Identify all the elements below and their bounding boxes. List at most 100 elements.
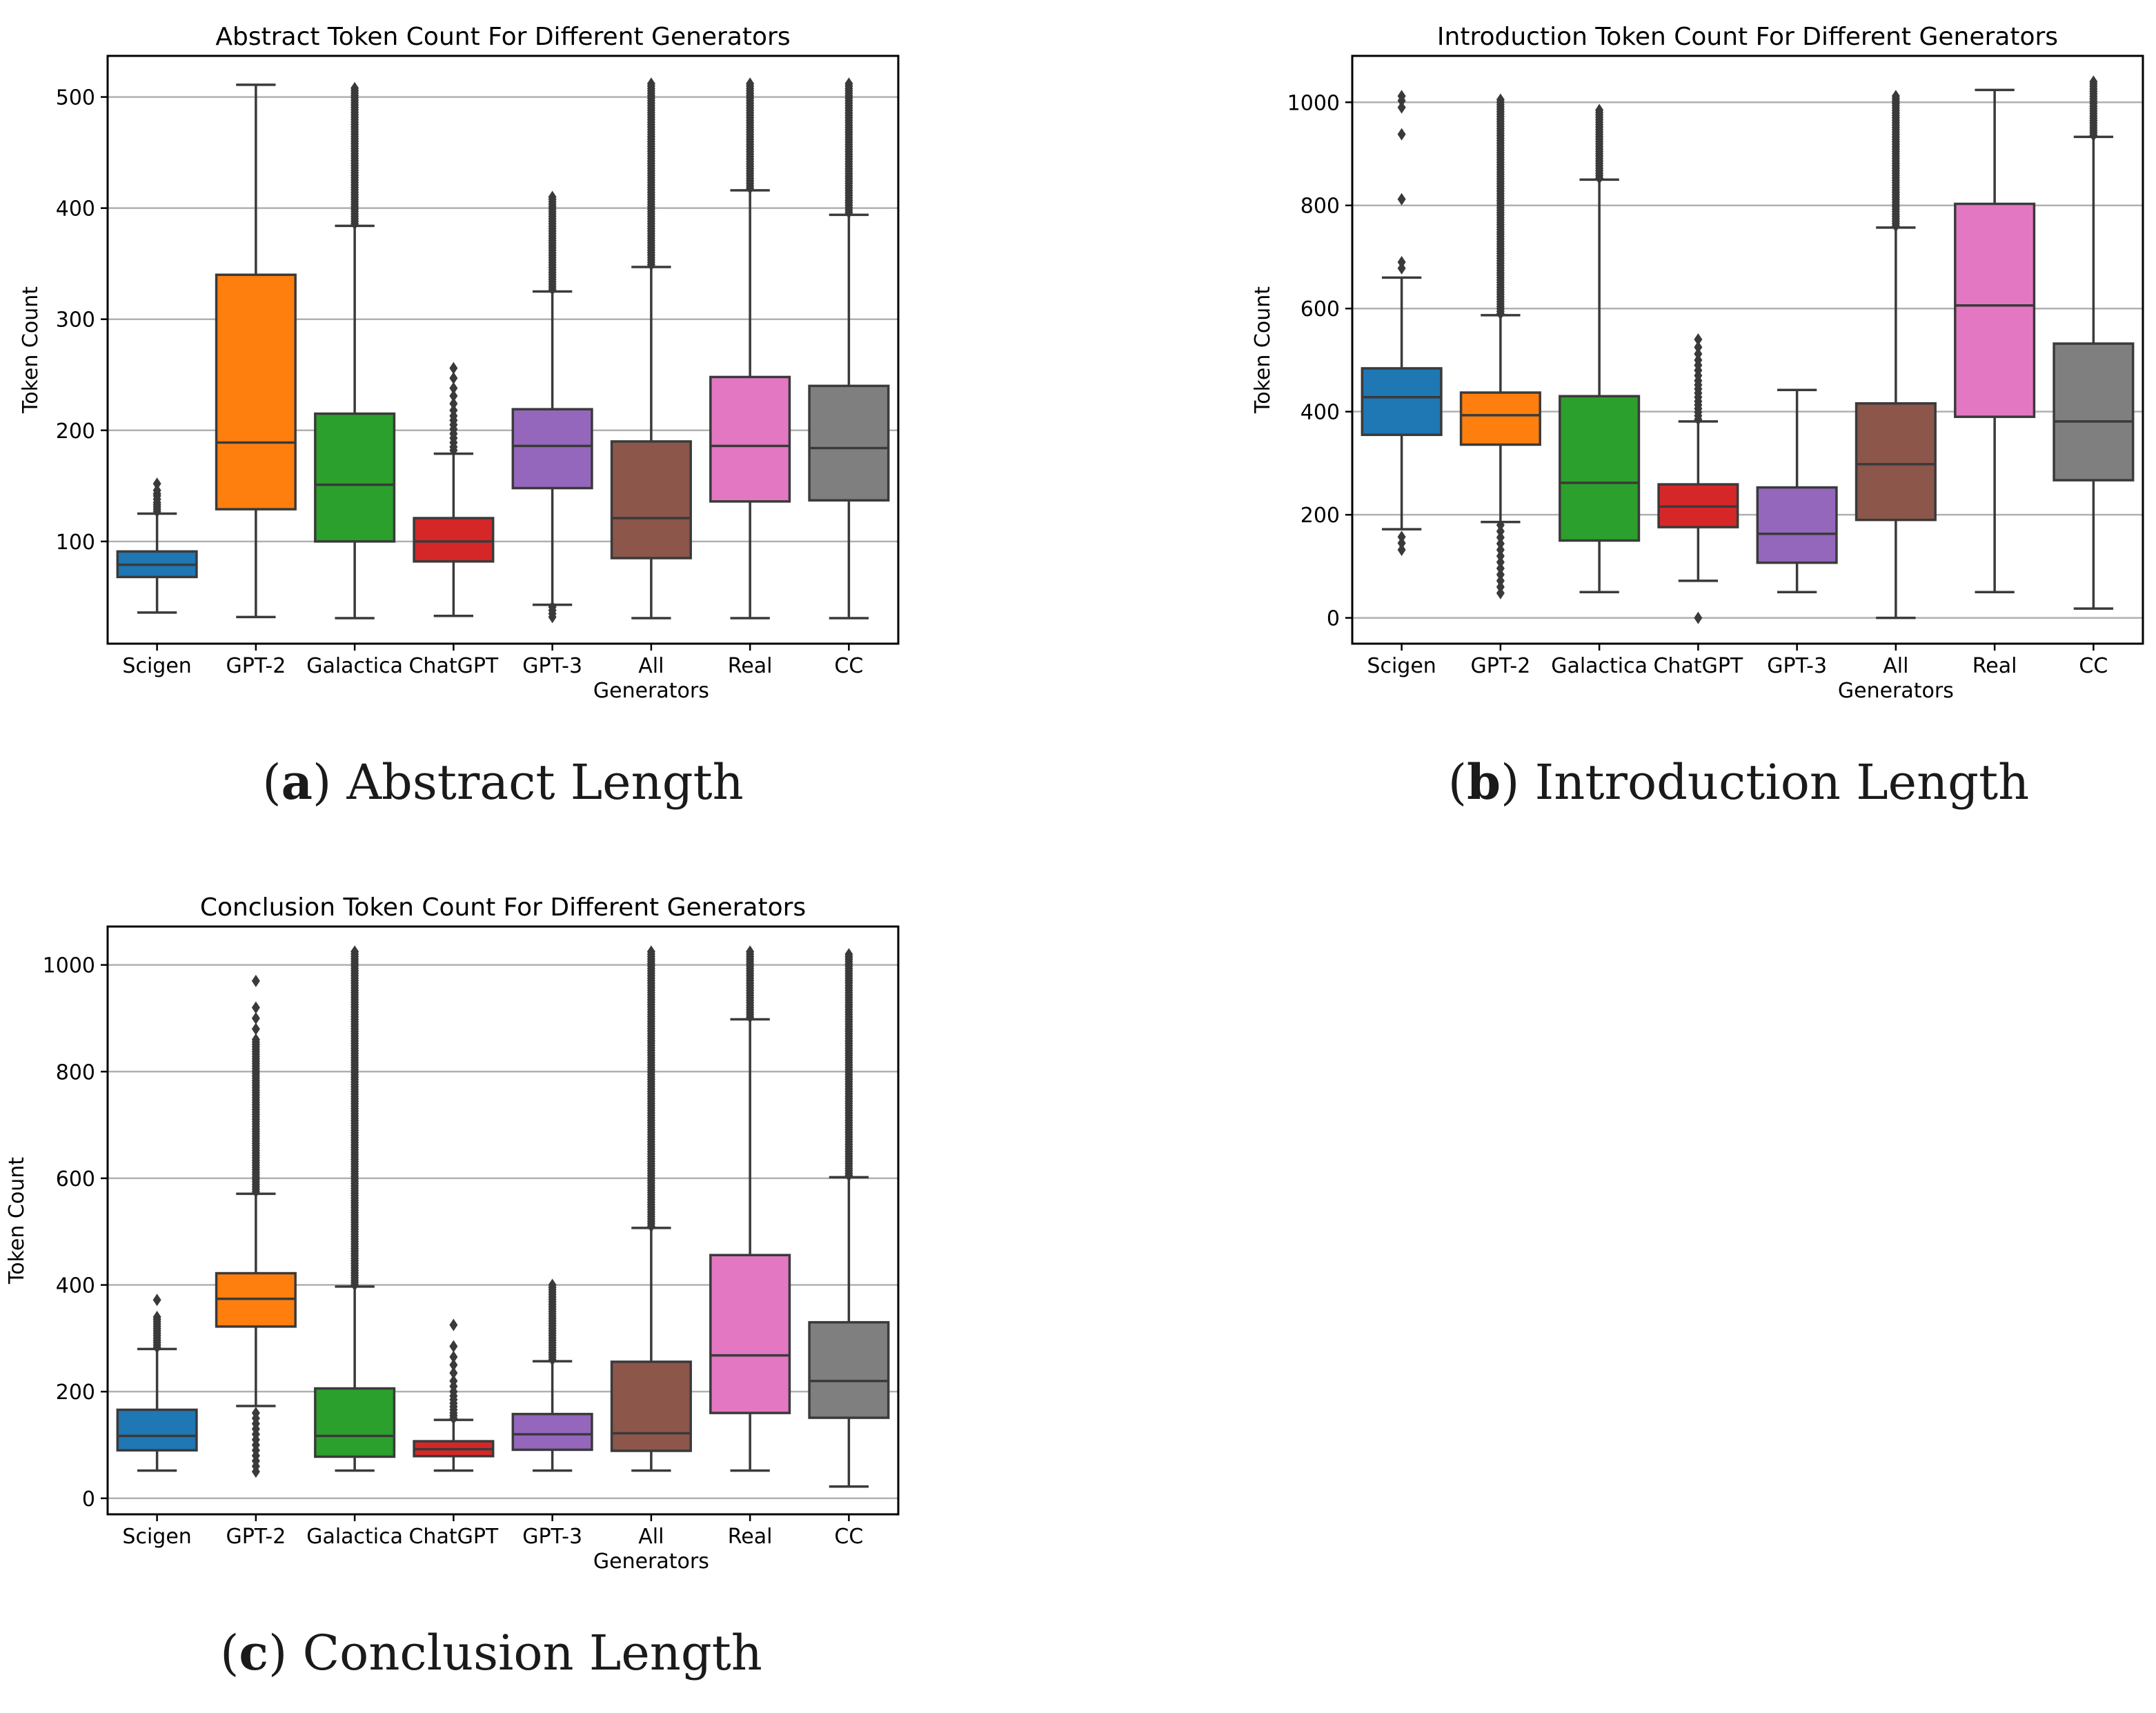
outlier-point <box>1397 531 1406 544</box>
figure-caption: (c) Conclusion Length <box>220 1624 762 1681</box>
y-tick-label: 0 <box>82 1487 95 1512</box>
outlier-point <box>1496 519 1505 532</box>
box-body <box>709 375 791 503</box>
outlier-point <box>152 1294 161 1307</box>
box-cc <box>808 77 890 620</box>
x-tick-label: ChatGPT <box>408 1525 498 1549</box>
box-cc <box>808 948 890 1488</box>
box-body <box>808 384 890 502</box>
box-gpt-3 <box>1756 388 1838 594</box>
y-tick-label: 300 <box>56 308 95 333</box>
caption-letter: a <box>281 753 313 811</box>
box-cc <box>2053 75 2135 610</box>
outlier-point <box>449 1374 458 1387</box>
outlier-point <box>449 1350 458 1363</box>
y-axis-label: Token Count <box>1251 286 1275 414</box>
outlier-point <box>251 1001 260 1014</box>
outlier-point <box>1694 347 1703 360</box>
y-tick-label: 400 <box>56 197 95 221</box>
caption-letter: b <box>1467 753 1501 811</box>
box-body <box>2053 342 2135 482</box>
plot-frame <box>106 925 900 1516</box>
box-gpt-2 <box>1459 93 1541 600</box>
x-tick-label: GPT-2 <box>226 1525 286 1549</box>
outlier-point <box>1397 101 1406 114</box>
box-real <box>709 945 791 1472</box>
outlier-point <box>350 81 359 95</box>
box-all-generators <box>610 945 692 1472</box>
box-body <box>116 1408 198 1452</box>
x-tick-label: CC <box>834 654 863 678</box>
plot-frame <box>1351 55 2144 645</box>
y-tick-label: 600 <box>1300 297 1340 321</box>
box-body <box>1459 391 1541 446</box>
chart-title: Abstract Token Count For Different Gener… <box>215 23 790 51</box>
caption-text: Introduction Length <box>1519 754 2029 811</box>
box-galactica <box>314 945 396 1472</box>
outlier-point <box>1397 90 1406 103</box>
box-galactica <box>314 81 396 620</box>
box-body <box>314 412 396 543</box>
box-body <box>709 1254 791 1414</box>
x-tick-label: Scigen <box>1367 654 1436 678</box>
x-tick-label: Galactica <box>306 654 403 678</box>
outlier-point <box>152 484 161 497</box>
caption-letter: c <box>239 1624 268 1681</box>
box-gpt-2 <box>215 974 297 1478</box>
y-tick-label: 200 <box>1300 504 1340 528</box>
outlier-point <box>1891 90 1900 103</box>
box-body <box>610 1360 692 1452</box>
y-tick-label: 100 <box>56 531 95 555</box>
box-scigen <box>116 1294 198 1472</box>
x-tick-label: All <box>638 1525 664 1549</box>
figure-caption: (a) Abstract Length <box>262 753 743 811</box>
y-tick-label: 500 <box>56 86 95 110</box>
y-tick-label: 400 <box>56 1274 95 1298</box>
x-tick-label: Generators <box>1838 679 1954 703</box>
caption-open: ( <box>220 1625 239 1681</box>
x-tick-label: CC <box>2079 654 2108 678</box>
y-axis-label: Token Count <box>5 1157 29 1285</box>
outlier-point <box>2089 75 2098 88</box>
box-scigen <box>1361 90 1443 556</box>
box-body <box>1954 202 2036 418</box>
y-tick-label: 200 <box>56 419 95 444</box>
outlier-point <box>449 1318 458 1331</box>
y-tick-label: 1000 <box>43 954 95 978</box>
x-tick-label: Scigen <box>122 1525 191 1549</box>
outlier-point <box>844 948 853 961</box>
box-scigen <box>116 477 198 614</box>
box-real <box>1954 88 2036 594</box>
x-tick-label: Real <box>1972 654 2017 678</box>
outlier-point <box>646 945 655 958</box>
outlier-point <box>449 1358 458 1372</box>
box-body <box>1855 402 1937 522</box>
box-body <box>1559 395 1641 542</box>
x-tick-label: GPT-2 <box>226 654 286 678</box>
x-tick-label: ChatGPT <box>1653 654 1743 678</box>
caption-open: ( <box>262 754 281 811</box>
outlier-point <box>1694 611 1703 624</box>
outlier-point <box>251 1407 260 1420</box>
caption-text: Conclusion Length <box>287 1625 762 1681</box>
caption-close: ) <box>268 1625 287 1681</box>
x-tick-label: Real <box>728 1525 773 1549</box>
y-tick-label: 800 <box>1300 195 1340 219</box>
x-tick-label: GPT-3 <box>522 1525 582 1549</box>
outlier-point <box>1694 333 1703 346</box>
abstract-chart-panel: Scigen GPT-2 Galactica ChatGPT GPT-3 AllGener… <box>19 23 900 811</box>
outlier-point <box>1595 103 1604 117</box>
chart-title: Conclusion Token Count For Different Gen… <box>200 893 806 922</box>
x-tick-label: Scigen <box>122 654 191 678</box>
outlier-point <box>1496 93 1505 106</box>
box-real <box>709 77 791 620</box>
x-tick-label: GPT-3 <box>1767 654 1827 678</box>
box-body <box>808 1320 890 1419</box>
caption-open: ( <box>1448 754 1467 811</box>
box-body <box>215 273 297 511</box>
box-body <box>1361 367 1443 437</box>
outlier-point <box>449 372 458 385</box>
box-all-generators <box>610 77 692 620</box>
x-tick-label: Galactica <box>1551 654 1648 678</box>
